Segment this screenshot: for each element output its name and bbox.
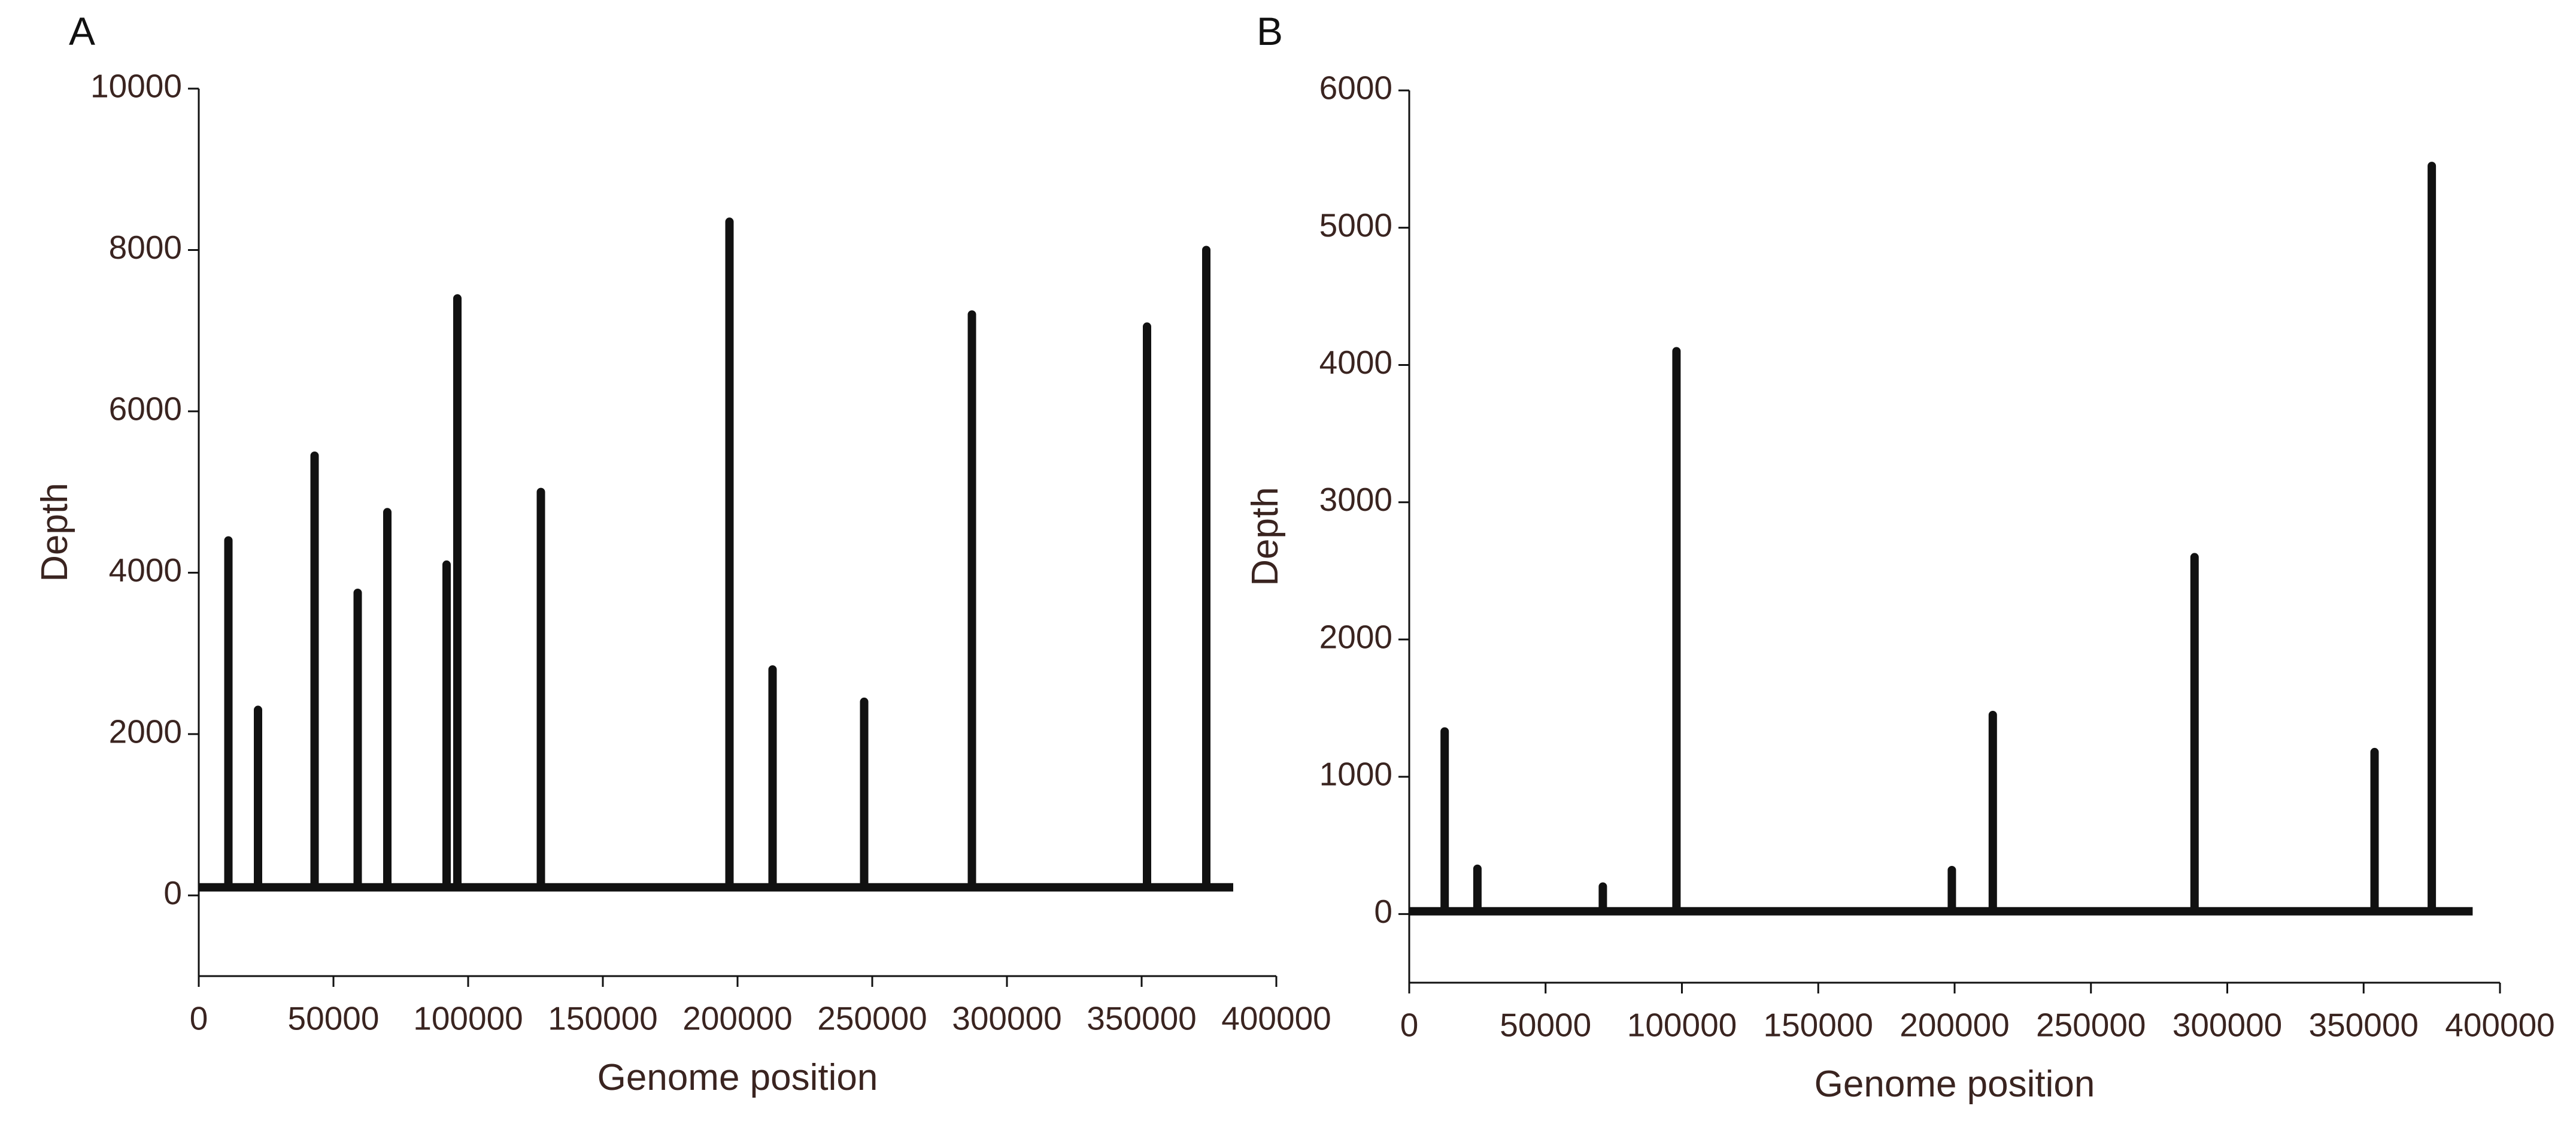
x-tick-label: 250000 [2036, 1007, 2146, 1044]
x-axis-label: Genome position [597, 1057, 878, 1098]
x-axis-label: Genome position [1815, 1064, 2095, 1105]
y-tick-label: 4000 [1319, 344, 1392, 381]
y-tick-label: 1000 [1319, 756, 1392, 793]
depth-line [199, 217, 1233, 892]
x-tick-label: 50000 [1500, 1007, 1591, 1044]
x-tick-label: 350000 [2308, 1007, 2419, 1044]
y-tick-label: 6000 [1319, 69, 1392, 107]
x-tick-label: 0 [190, 1000, 208, 1037]
x-tick-label: 150000 [548, 1000, 658, 1037]
x-tick-label: 200000 [1900, 1007, 2010, 1044]
y-tick-label: 0 [163, 874, 182, 911]
x-tick-label: 150000 [1763, 1007, 1873, 1044]
y-tick-label: 8000 [109, 229, 182, 266]
x-tick-label: 50000 [288, 1000, 380, 1037]
x-tick-label: 0 [1400, 1007, 1419, 1044]
depth-line [1409, 162, 2473, 916]
x-tick-label: 100000 [413, 1000, 523, 1037]
x-tick-label: 400000 [2445, 1007, 2555, 1044]
y-tick-label: 6000 [109, 390, 182, 427]
x-tick-label: 300000 [2173, 1007, 2283, 1044]
y-axis-label: Depth [34, 483, 75, 581]
y-tick-label: 3000 [1319, 481, 1392, 518]
x-tick-label: 250000 [817, 1000, 927, 1037]
x-tick-label: 200000 [682, 1000, 793, 1037]
panel-label: B [1257, 9, 1283, 53]
x-tick-label: 100000 [1627, 1007, 1737, 1044]
x-tick-label: 300000 [952, 1000, 1062, 1037]
y-tick-label: 10000 [90, 68, 182, 105]
x-tick-label: 400000 [1221, 1000, 1331, 1037]
y-tick-label: 4000 [109, 552, 182, 589]
y-tick-label: 5000 [1319, 207, 1392, 244]
y-tick-label: 2000 [1319, 618, 1392, 655]
y-tick-label: 2000 [109, 713, 182, 750]
x-tick-label: 350000 [1087, 1000, 1197, 1037]
y-tick-label: 0 [1374, 893, 1392, 930]
panel-label: A [69, 9, 95, 53]
y-axis-label: Depth [1245, 487, 1286, 586]
